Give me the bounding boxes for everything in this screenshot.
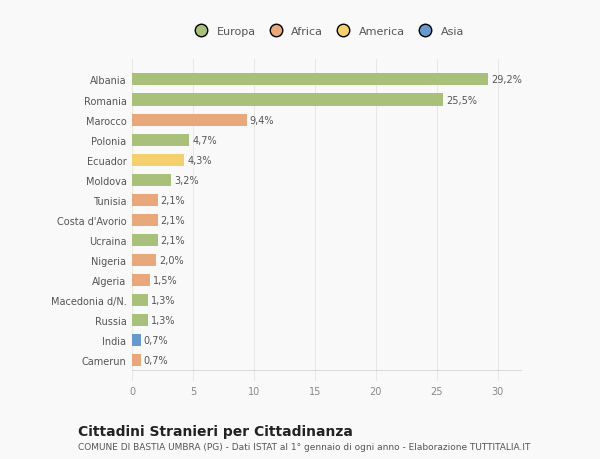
Bar — [132, 235, 158, 246]
Bar — [132, 154, 184, 166]
Text: 4,3%: 4,3% — [187, 155, 212, 165]
Bar — [132, 114, 247, 126]
Bar — [132, 274, 150, 286]
Text: 2,1%: 2,1% — [161, 215, 185, 225]
Text: 2,1%: 2,1% — [161, 196, 185, 205]
Bar — [132, 134, 189, 146]
Bar — [132, 214, 158, 226]
Text: 2,0%: 2,0% — [160, 255, 184, 265]
Text: COMUNE DI BASTIA UMBRA (PG) - Dati ISTAT al 1° gennaio di ogni anno - Elaborazio: COMUNE DI BASTIA UMBRA (PG) - Dati ISTAT… — [78, 442, 530, 451]
Bar — [132, 74, 488, 86]
Text: 1,3%: 1,3% — [151, 295, 175, 305]
Bar — [132, 314, 148, 326]
Bar — [132, 254, 157, 266]
Bar — [132, 294, 148, 306]
Text: 9,4%: 9,4% — [250, 115, 274, 125]
Text: 1,5%: 1,5% — [154, 275, 178, 285]
Bar — [132, 94, 443, 106]
Legend: Europa, Africa, America, Asia: Europa, Africa, America, Asia — [187, 23, 467, 40]
Text: 4,7%: 4,7% — [193, 135, 217, 146]
Text: 0,7%: 0,7% — [143, 336, 168, 345]
Text: 29,2%: 29,2% — [491, 75, 522, 85]
Text: Cittadini Stranieri per Cittadinanza: Cittadini Stranieri per Cittadinanza — [78, 425, 353, 438]
Bar — [132, 174, 171, 186]
Bar — [132, 334, 140, 347]
Text: 25,5%: 25,5% — [446, 95, 477, 105]
Text: 0,7%: 0,7% — [143, 355, 168, 365]
Text: 1,3%: 1,3% — [151, 315, 175, 325]
Bar — [132, 194, 158, 206]
Text: 2,1%: 2,1% — [161, 235, 185, 245]
Text: 3,2%: 3,2% — [174, 175, 199, 185]
Bar — [132, 354, 140, 366]
